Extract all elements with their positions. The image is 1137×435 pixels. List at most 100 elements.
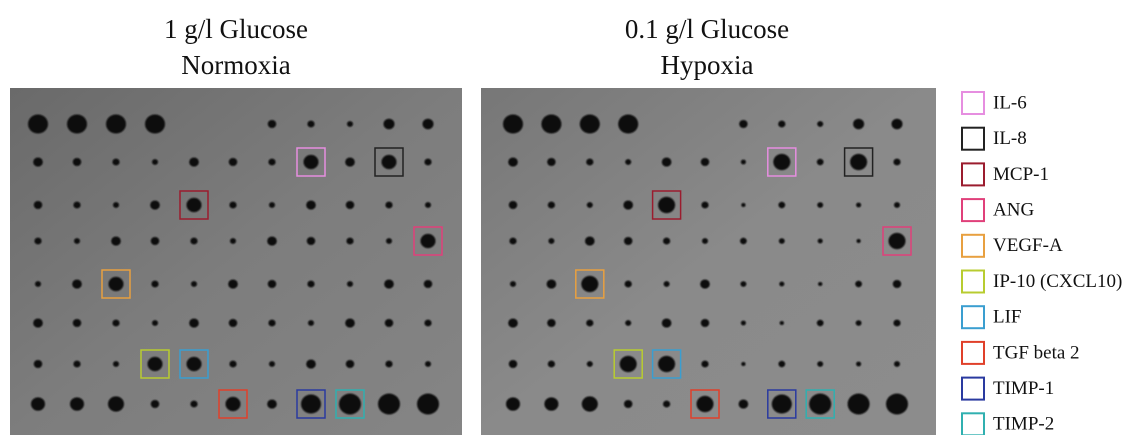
dot	[894, 361, 900, 367]
dot	[618, 114, 639, 134]
highlight-box	[843, 147, 874, 177]
legend-swatch	[961, 126, 985, 151]
highlight-box	[296, 389, 326, 419]
dot	[73, 201, 81, 209]
dot	[417, 393, 439, 415]
dot	[741, 362, 746, 366]
dot	[112, 319, 120, 327]
dot	[33, 360, 43, 368]
dot	[663, 281, 670, 287]
legend-label: MCP-1	[993, 164, 1049, 185]
highlight-box	[613, 349, 643, 379]
dot	[624, 400, 633, 408]
dot	[151, 280, 159, 288]
dot	[850, 153, 868, 171]
dot	[586, 158, 594, 166]
panel-title: 1 g/l Glucose	[164, 14, 308, 44]
dot	[308, 320, 314, 326]
dot	[816, 158, 824, 166]
highlight-box	[651, 349, 682, 379]
dot	[816, 319, 824, 327]
highlight-box	[179, 190, 209, 220]
dot	[619, 355, 637, 373]
dot	[547, 319, 556, 327]
dot	[893, 158, 901, 166]
dot	[345, 201, 355, 209]
dot	[420, 233, 436, 249]
dot	[150, 200, 160, 210]
legend-label: LIF	[993, 307, 1022, 328]
dot	[547, 360, 556, 368]
dot	[189, 318, 199, 328]
dot	[546, 279, 557, 289]
dot	[809, 393, 832, 415]
dot	[113, 202, 119, 208]
dot	[228, 158, 238, 166]
highlight-box	[767, 389, 797, 419]
dot	[586, 319, 594, 327]
dot	[229, 201, 237, 209]
legend-label: IL-6	[993, 92, 1027, 113]
dot	[70, 397, 84, 411]
dot	[72, 319, 82, 327]
legend-swatch	[961, 233, 985, 258]
dot	[738, 399, 749, 409]
dot	[661, 318, 672, 328]
dot-grid	[28, 114, 439, 415]
dot	[740, 237, 747, 245]
dot	[346, 237, 354, 245]
dot	[384, 279, 394, 289]
highlight-box	[575, 269, 605, 299]
dot	[306, 200, 316, 210]
dot	[503, 114, 523, 134]
legend-swatch	[961, 198, 985, 223]
dot	[385, 360, 393, 368]
dot	[269, 202, 275, 208]
dot	[778, 201, 786, 209]
dot	[345, 157, 355, 167]
dot	[229, 360, 237, 368]
legend-label: VEGF-A	[993, 235, 1063, 256]
dot	[72, 279, 82, 289]
legend-swatch	[961, 305, 985, 330]
highlight-box	[651, 190, 682, 220]
dot	[267, 399, 277, 409]
dot	[700, 158, 710, 166]
dot	[269, 361, 275, 367]
dot	[189, 157, 199, 167]
dot	[771, 394, 792, 414]
dot	[892, 280, 902, 288]
dot	[74, 238, 80, 244]
dot	[34, 237, 42, 245]
dot	[72, 158, 82, 166]
dot	[663, 237, 671, 245]
legend-swatch	[961, 376, 985, 401]
dot	[190, 237, 198, 245]
dot	[150, 400, 160, 408]
dot	[658, 196, 676, 214]
highlight-box	[179, 349, 209, 379]
dot	[383, 118, 395, 130]
legend-swatch	[961, 91, 985, 115]
dot	[33, 201, 43, 209]
dot	[586, 202, 593, 208]
dot	[888, 232, 906, 250]
highlight-box	[767, 147, 797, 177]
dot	[425, 361, 431, 367]
dot	[33, 318, 43, 328]
dot	[33, 157, 43, 167]
dot	[740, 320, 746, 326]
dot	[150, 237, 160, 245]
dot	[112, 158, 120, 166]
dot	[853, 118, 865, 130]
dot	[700, 319, 710, 327]
dot	[778, 238, 785, 244]
dot	[773, 153, 791, 171]
dot	[541, 114, 562, 134]
dot	[152, 159, 158, 165]
highlight-box	[218, 389, 248, 419]
blot-panel	[481, 88, 936, 435]
dot	[384, 319, 394, 327]
highlight-box	[335, 389, 365, 419]
